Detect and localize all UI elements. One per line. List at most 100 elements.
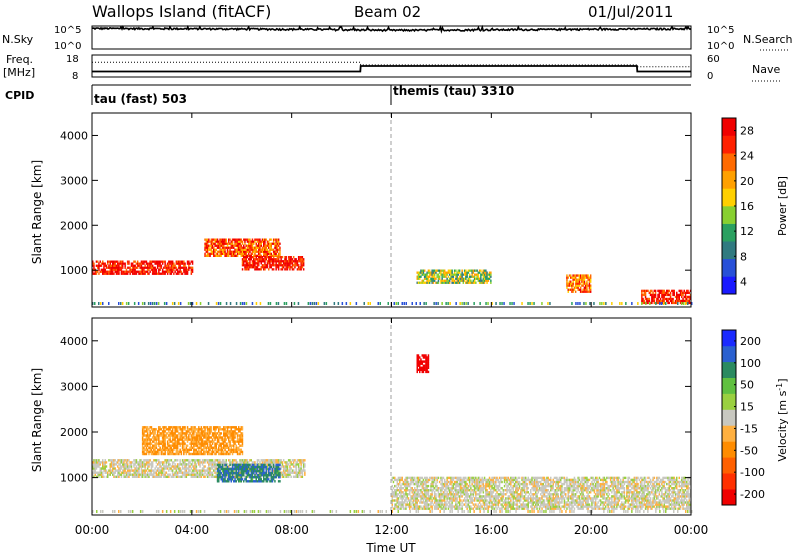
heatmap-cell <box>404 507 406 510</box>
heatmap-cell <box>241 262 244 265</box>
heatmap-cell <box>206 459 209 462</box>
heatmap-cell <box>235 444 237 447</box>
heatmap-cell <box>577 302 579 305</box>
heatmap-cell <box>110 463 113 466</box>
heatmap-cell <box>430 501 432 504</box>
heatmap-cell <box>415 495 417 498</box>
heatmap-cell <box>269 256 271 259</box>
heatmap-cell <box>200 473 203 476</box>
heatmap-cell <box>170 440 173 443</box>
heatmap-cell <box>570 284 572 287</box>
heatmap-cell <box>113 467 115 470</box>
heatmap-cell <box>140 266 143 269</box>
heatmap-cell <box>244 461 246 464</box>
heatmap-cell <box>391 501 393 504</box>
heatmap-cell <box>238 250 240 253</box>
heatmap-cell <box>662 299 664 303</box>
heatmap-cell <box>115 463 118 466</box>
heatmap-cell <box>241 252 244 255</box>
heatmap-cell <box>297 459 300 462</box>
heatmap-cell <box>274 459 276 462</box>
heatmap-cell <box>255 471 257 475</box>
heatmap-cell <box>164 448 166 451</box>
heatmap-cell <box>158 270 160 273</box>
heatmap-cell <box>204 444 206 447</box>
heatmap-cell <box>206 436 209 439</box>
heatmap-cell <box>265 478 267 481</box>
heatmap-cell <box>448 480 451 484</box>
heatmap-cell <box>189 461 191 464</box>
heatmap-cell <box>673 293 675 297</box>
heatmap-cell <box>566 278 568 281</box>
heatmap-cell <box>228 478 230 481</box>
heatmap-cell <box>449 302 451 305</box>
heatmap-cell <box>204 432 206 435</box>
heatmap-cell <box>649 293 652 297</box>
heatmap-cell <box>181 262 184 265</box>
heatmap-cell <box>571 284 573 287</box>
heatmap-cell <box>170 430 173 433</box>
heatmap-cell <box>190 442 193 445</box>
heatmap-cell <box>260 244 262 247</box>
heatmap-cell <box>421 491 423 494</box>
heatmap-cell <box>578 282 581 285</box>
heatmap-cell <box>661 302 663 305</box>
heatmap-cell <box>686 299 688 303</box>
heatmap-cell <box>284 268 286 271</box>
heatmap-cell <box>250 459 252 462</box>
heatmap-cell <box>655 302 657 305</box>
colorbar-swatch <box>722 206 736 224</box>
heatmap-cell <box>272 268 275 271</box>
heatmap-cell <box>253 264 255 267</box>
heatmap-cell <box>184 473 186 476</box>
heatmap-cell <box>661 299 663 303</box>
heatmap-cell <box>150 426 153 429</box>
heatmap-cell <box>402 497 405 500</box>
heatmap-cell <box>269 252 271 255</box>
heatmap-cell <box>436 281 438 284</box>
heatmap-cell <box>110 266 113 269</box>
heatmap-cell <box>302 459 305 462</box>
heatmap-cell <box>203 475 205 478</box>
heatmap-cell <box>487 273 490 276</box>
heatmap-cell <box>256 268 259 271</box>
heatmap-cell <box>533 302 535 305</box>
heatmap-cell <box>436 269 438 272</box>
heatmap-cell <box>248 467 250 470</box>
heatmap-cell <box>264 465 266 469</box>
heatmap-cell <box>230 246 232 249</box>
heatmap-cell <box>139 272 141 275</box>
heatmap-cell <box>236 438 239 441</box>
heatmap-cell <box>432 476 435 480</box>
heatmap-cell <box>159 426 161 429</box>
heatmap-cell <box>174 473 176 476</box>
heatmap-cell <box>421 497 423 500</box>
heatmap-cell <box>219 432 221 435</box>
heatmap-cell <box>274 264 276 267</box>
heatmap-cell <box>451 499 453 502</box>
heatmap-cell <box>223 246 225 249</box>
heatmap-cell <box>141 428 144 431</box>
heatmap-cell <box>112 270 114 273</box>
heatmap-cell <box>240 438 242 441</box>
heatmap-cell <box>175 272 178 275</box>
heatmap-cell <box>191 432 194 435</box>
heatmap-cell <box>220 436 222 439</box>
heatmap-cell <box>213 450 215 454</box>
heatmap-cell <box>276 260 279 263</box>
heatmap-cell <box>259 478 261 481</box>
heatmap-cell <box>661 295 663 299</box>
y-tick-label: 2000 <box>60 219 88 232</box>
heatmap-cell <box>280 459 282 462</box>
heatmap-cell <box>98 266 100 269</box>
heatmap-cell <box>103 469 105 472</box>
heatmap-cell <box>150 469 153 472</box>
heatmap-cell <box>140 264 143 267</box>
heatmap-cell <box>99 467 101 470</box>
heatmap-cell <box>203 440 205 443</box>
heatmap-cell <box>213 461 215 464</box>
heatmap-cell <box>451 507 453 510</box>
heatmap-cell <box>272 256 275 259</box>
heatmap-cell <box>450 493 452 496</box>
heatmap-cell <box>414 499 416 502</box>
